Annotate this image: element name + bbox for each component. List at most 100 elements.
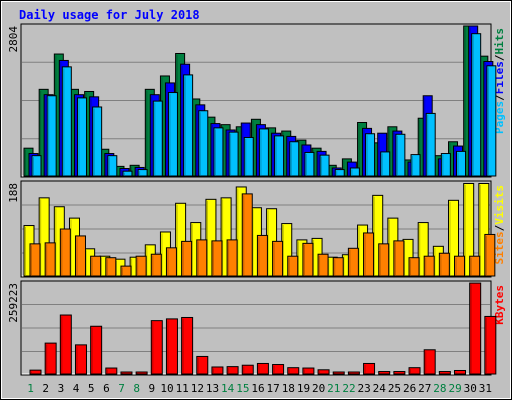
- x-tick-label-day-17: 17: [267, 382, 280, 395]
- bar-kbytes-day-25: [393, 371, 406, 375]
- bar-pages-day-26: [410, 154, 421, 177]
- bar-sites-day-5: [90, 255, 102, 277]
- panel-kbytes: 259223 KBytes: [7, 280, 506, 376]
- bar-pages-day-28: [440, 153, 451, 177]
- x-tick-label-day-27: 27: [418, 382, 431, 395]
- series-legend-label: KBytes: [493, 285, 506, 325]
- bar-sites-day-8: [135, 255, 147, 277]
- bar-visits-day-27: [417, 222, 429, 277]
- bar-sites-day-7: [120, 265, 132, 277]
- bar-pages-day-15: [243, 136, 254, 177]
- bar-sites-day-26: [408, 257, 420, 277]
- bar-pages-day-16: [258, 128, 269, 177]
- bar-sites-day-20: [317, 253, 329, 277]
- bar-visits-day-29: [448, 199, 460, 277]
- bar-kbytes-day-3: [59, 314, 72, 375]
- x-tick-label-day-4: 4: [73, 382, 80, 395]
- legend-part: Visits: [493, 185, 506, 225]
- bar-visits-day-14: [220, 197, 232, 277]
- bar-kbytes-day-30: [469, 282, 482, 375]
- series-legend-label: Sites/Visits: [493, 185, 506, 265]
- bar-visits-day-11: [175, 202, 187, 277]
- bar-sites-day-6: [105, 257, 117, 277]
- bar-kbytes-day-10: [165, 318, 178, 375]
- bar-kbytes-day-29: [454, 369, 467, 375]
- x-tick-label-day-18: 18: [282, 382, 295, 395]
- bar-sites-day-30: [469, 255, 481, 277]
- bar-sites-day-2: [44, 242, 56, 277]
- bar-sites-day-25: [393, 240, 405, 277]
- bar-pages-day-2: [46, 95, 57, 177]
- bar-pages-day-7: [122, 170, 133, 177]
- x-tick-label-day-8: 8: [133, 382, 140, 395]
- bar-kbytes-day-28: [438, 371, 451, 375]
- bar-kbytes-day-22: [347, 371, 360, 375]
- x-tick-label-day-28: 28: [433, 382, 446, 395]
- x-tick-label-day-30: 30: [464, 382, 477, 395]
- bar-pages-day-25: [395, 133, 406, 177]
- bar-visits-day-13: [205, 198, 217, 277]
- x-tick-label-day-15: 15: [236, 382, 249, 395]
- x-tick-label-day-5: 5: [88, 382, 95, 395]
- x-tick-label-day-14: 14: [221, 382, 235, 395]
- legend-part: /: [493, 54, 506, 61]
- bar-kbytes-day-19: [302, 367, 315, 375]
- x-tick-label-day-9: 9: [149, 382, 156, 395]
- bar-kbytes-day-11: [181, 316, 194, 375]
- bar-sites-day-21: [332, 257, 344, 277]
- series-visits: [23, 182, 490, 277]
- bar-kbytes-day-31: [484, 315, 497, 375]
- legend-part: Sites: [493, 231, 506, 264]
- bar-pages-day-12: [198, 110, 209, 177]
- bar-pages-day-3: [61, 66, 72, 177]
- bar-kbytes-day-26: [408, 367, 421, 375]
- bar-sites-day-19: [302, 242, 314, 277]
- bar-pages-day-5: [92, 106, 103, 177]
- y-max-label: 2804: [7, 26, 20, 53]
- bar-sites-day-16: [256, 234, 268, 277]
- y-max-label: 188: [7, 183, 20, 203]
- bar-kbytes-day-1: [29, 369, 42, 375]
- bar-pages-day-23: [365, 133, 376, 177]
- bar-sites-day-1: [29, 243, 41, 277]
- x-tick-label-day-26: 26: [403, 382, 416, 395]
- bar-visits-day-2: [38, 197, 50, 277]
- bar-pages-day-21: [334, 169, 345, 177]
- bar-pages-day-14: [228, 131, 239, 177]
- y-max-label: 259223: [7, 283, 20, 323]
- legend-part: Hits: [493, 28, 506, 55]
- bar-kbytes-day-20: [317, 369, 330, 375]
- x-tick-label-day-19: 19: [297, 382, 310, 395]
- bar-pages-day-30: [471, 33, 482, 177]
- x-tick-label-day-22: 22: [342, 382, 355, 395]
- x-tick-label-day-1: 1: [27, 382, 34, 395]
- bar-sites-day-22: [347, 247, 359, 277]
- bar-pages-day-13: [213, 127, 224, 177]
- bar-kbytes-day-16: [256, 362, 269, 375]
- bar-kbytes-day-14: [226, 366, 239, 375]
- bar-kbytes-day-2: [44, 342, 57, 375]
- bar-sites-day-27: [423, 255, 435, 277]
- bar-sites-day-11: [181, 240, 193, 277]
- bar-kbytes-day-21: [332, 371, 345, 375]
- bar-pages-day-8: [137, 169, 148, 177]
- bar-kbytes-day-5: [90, 325, 103, 375]
- bar-visits-day-30: [463, 182, 475, 277]
- bar-kbytes-day-4: [74, 344, 87, 375]
- bar-kbytes-day-13: [211, 366, 224, 375]
- bar-pages-day-10: [167, 92, 178, 177]
- x-tick-label-day-11: 11: [176, 382, 189, 395]
- bar-sites-day-15: [241, 193, 253, 277]
- x-tick-label-day-20: 20: [312, 382, 325, 395]
- legend-part: KBytes: [493, 285, 506, 325]
- x-tick-label-day-6: 6: [103, 382, 110, 395]
- bar-kbytes-day-12: [196, 355, 209, 375]
- x-tick-label-day-25: 25: [388, 382, 401, 395]
- bar-sites-day-10: [165, 247, 177, 277]
- series-kbytes: [29, 282, 497, 375]
- bar-pages-day-17: [274, 135, 285, 177]
- bar-kbytes-day-8: [135, 371, 148, 375]
- bar-sites-day-23: [363, 232, 375, 277]
- bar-pages-day-18: [289, 141, 300, 177]
